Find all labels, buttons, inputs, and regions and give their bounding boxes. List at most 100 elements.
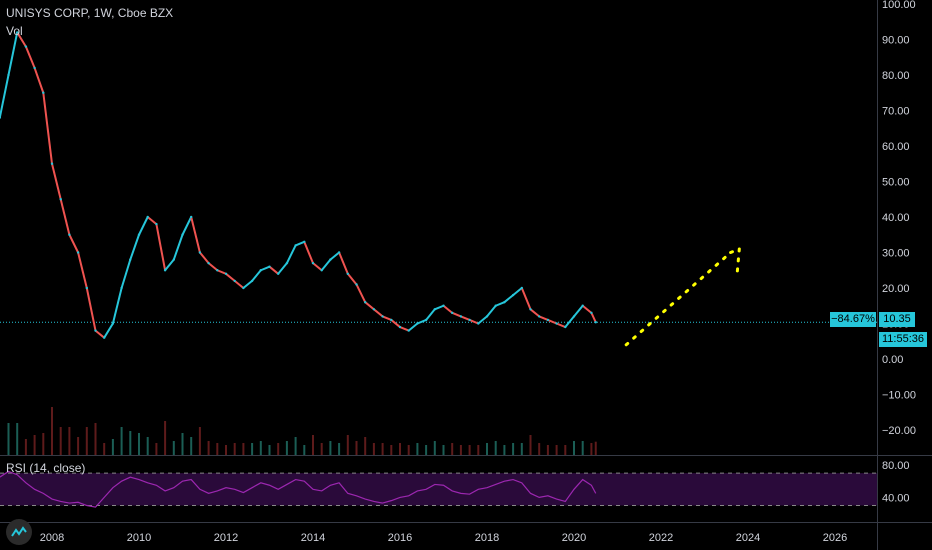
price-segment bbox=[382, 315, 392, 321]
rsi-label: RSI (14, close) bbox=[6, 461, 86, 475]
y-tick-label: 70.00 bbox=[882, 106, 910, 118]
price-point bbox=[520, 286, 523, 290]
volume-bar bbox=[277, 443, 280, 455]
price-segment bbox=[199, 251, 210, 264]
price-point bbox=[503, 301, 506, 304]
y-tick-label: 80.00 bbox=[882, 70, 910, 82]
price-segment bbox=[477, 315, 488, 325]
y-tick-label: 100.00 bbox=[882, 0, 916, 11]
volume-bar bbox=[433, 441, 436, 455]
volume-bar bbox=[503, 445, 506, 455]
price-point bbox=[277, 272, 280, 275]
volume-bar bbox=[198, 427, 201, 455]
price-point bbox=[85, 286, 89, 290]
price-segment bbox=[59, 199, 71, 235]
volume-bar bbox=[51, 407, 53, 455]
price-segment bbox=[51, 163, 62, 200]
price-segment bbox=[573, 305, 584, 318]
volume-bar bbox=[259, 441, 262, 455]
price-segment bbox=[373, 308, 384, 318]
rsi-band bbox=[0, 473, 877, 506]
price-point bbox=[581, 304, 584, 307]
y-tick-label: 30.00 bbox=[882, 248, 910, 260]
price-point bbox=[137, 233, 141, 236]
volume-bar bbox=[512, 443, 515, 455]
volume-bar bbox=[594, 441, 597, 455]
volume-bar bbox=[225, 445, 227, 455]
price-point bbox=[546, 318, 550, 322]
price-segment bbox=[260, 265, 270, 272]
price-segment bbox=[547, 319, 557, 325]
price-segment bbox=[434, 304, 444, 311]
price-point bbox=[68, 233, 71, 236]
price-point bbox=[555, 322, 558, 325]
x-tick-label: 2010 bbox=[127, 532, 151, 544]
price-segment bbox=[390, 319, 401, 328]
y-tick-label: −10.00 bbox=[882, 390, 916, 402]
y-tick-label: 20.00 bbox=[882, 283, 910, 295]
price-segment bbox=[329, 251, 340, 261]
volume-bar bbox=[381, 443, 384, 455]
price-segment bbox=[111, 287, 123, 324]
volume-bar bbox=[372, 443, 375, 455]
price-segment bbox=[469, 319, 479, 325]
tradingview-logo-icon[interactable] bbox=[6, 519, 32, 545]
price-segment bbox=[181, 216, 193, 236]
price-segment bbox=[538, 315, 549, 321]
price-point bbox=[529, 308, 532, 311]
price-point bbox=[381, 315, 384, 318]
price-point bbox=[198, 251, 202, 254]
price-point bbox=[337, 251, 341, 254]
price-point bbox=[311, 261, 315, 265]
volume-bar bbox=[329, 441, 332, 455]
price-segment bbox=[512, 287, 523, 296]
price-segment bbox=[164, 258, 175, 271]
price-segment bbox=[138, 216, 149, 236]
y-tick-label: 0.00 bbox=[882, 354, 903, 366]
x-tick-label: 2008 bbox=[40, 532, 64, 544]
rsi-tick-label: 80.00 bbox=[882, 460, 910, 472]
price-point bbox=[42, 91, 45, 94]
logo-glyph-icon bbox=[11, 526, 27, 537]
volume-bar bbox=[85, 427, 88, 455]
volume-bar bbox=[146, 437, 149, 455]
price-segment bbox=[460, 315, 470, 321]
price-point bbox=[416, 322, 419, 325]
volume-bar bbox=[459, 445, 462, 455]
price-point bbox=[329, 258, 332, 261]
volume-bar bbox=[16, 423, 19, 455]
volume-bar bbox=[190, 437, 193, 455]
price-segment bbox=[582, 304, 593, 314]
volume-bar bbox=[94, 423, 97, 455]
price-segment bbox=[103, 322, 114, 339]
volume-bar bbox=[77, 437, 80, 455]
price-point bbox=[398, 325, 402, 329]
price-point bbox=[320, 269, 323, 272]
price-segment bbox=[399, 326, 410, 332]
price-point bbox=[190, 215, 193, 219]
price-point bbox=[572, 315, 576, 318]
volume-bar bbox=[416, 443, 419, 455]
price-point bbox=[511, 293, 515, 297]
price-point bbox=[494, 304, 497, 307]
price-point bbox=[59, 198, 62, 201]
chart-title: UNISYS CORP, 1W, Cboe BZX bbox=[6, 6, 174, 20]
volume-bar bbox=[164, 421, 167, 455]
x-tick-label: 2020 bbox=[562, 532, 586, 544]
volume-bar bbox=[355, 441, 358, 455]
volume-bar bbox=[24, 439, 27, 455]
volume-bar bbox=[129, 431, 132, 455]
price-segment bbox=[520, 287, 532, 310]
volume-bar bbox=[103, 443, 106, 455]
volume-bar bbox=[573, 441, 575, 455]
price-segment bbox=[225, 273, 236, 282]
volume-bar bbox=[538, 443, 541, 455]
volume-bar bbox=[529, 435, 532, 455]
price-point bbox=[259, 269, 262, 272]
price-point bbox=[294, 244, 297, 247]
volume-bar bbox=[468, 445, 471, 455]
price-point bbox=[564, 325, 567, 329]
price-point bbox=[372, 308, 376, 311]
price-segment bbox=[42, 92, 53, 164]
